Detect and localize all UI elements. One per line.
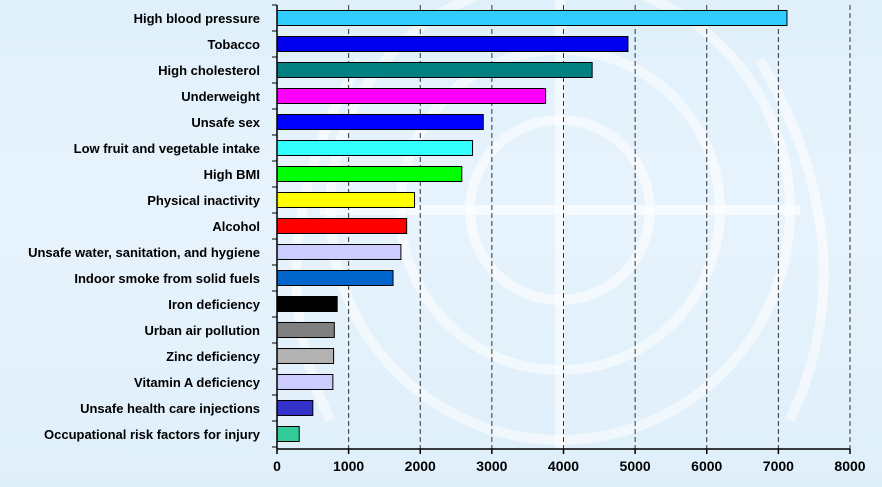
x-tick-label-3000: 3000 <box>476 458 507 474</box>
grid-lines <box>348 5 851 449</box>
category-label-2: Tobacco <box>208 37 261 52</box>
category-label-17: Occupational risk factors for injury <box>44 427 261 442</box>
category-label-4: Underweight <box>181 89 260 104</box>
category-label-10: Unsafe water, sanitation, and hygiene <box>28 245 260 260</box>
category-label-11: Indoor smoke from solid fuels <box>74 271 260 286</box>
bar-7 <box>276 166 463 182</box>
tick-labels: 0 1000 2000 3000 4000 5000 6000 7000 8000 <box>273 458 866 474</box>
bar-6 <box>276 140 474 156</box>
category-label-13: Urban air pollution <box>144 323 260 338</box>
bar-15 <box>276 374 334 390</box>
category-label-5: Unsafe sex <box>191 115 260 130</box>
category-label-15: Vitamin A deficiency <box>134 375 261 390</box>
category-label-6: Low fruit and vegetable intake <box>74 141 260 156</box>
bar-8 <box>276 192 416 208</box>
bar-4 <box>276 88 547 104</box>
category-label-1: High blood pressure <box>134 11 260 26</box>
bar-9 <box>276 218 408 234</box>
bar-16 <box>276 400 314 416</box>
bar-1 <box>276 10 788 26</box>
bar-11 <box>276 270 394 286</box>
bar-2 <box>276 36 629 52</box>
x-tick-label-2000: 2000 <box>405 458 436 474</box>
category-label-16: Unsafe health care injections <box>80 401 260 416</box>
bars <box>276 10 788 442</box>
x-tick-label-6000: 6000 <box>691 458 722 474</box>
bar-14 <box>276 348 335 364</box>
category-labels: High blood pressure Tobacco High cholester… <box>28 11 261 442</box>
x-tick-label-0: 0 <box>273 458 281 474</box>
bar-3 <box>276 62 593 78</box>
category-label-12: Iron deficiency <box>168 297 261 312</box>
bar-17 <box>276 426 300 442</box>
x-tick-label-7000: 7000 <box>763 458 794 474</box>
bar-13 <box>276 322 335 338</box>
category-label-8: Physical inactivity <box>147 193 260 208</box>
bar-10 <box>276 244 402 260</box>
bar-12 <box>276 296 338 312</box>
x-tick-label-5000: 5000 <box>620 458 651 474</box>
x-tick-label-8000: 8000 <box>834 458 865 474</box>
category-label-7: High BMI <box>204 167 260 182</box>
category-label-14: Zinc deficiency <box>166 349 261 364</box>
x-tick-label-1000: 1000 <box>333 458 364 474</box>
category-label-3: High cholesterol <box>158 63 260 78</box>
category-label-9: Alcohol <box>212 219 260 234</box>
axes <box>272 4 851 454</box>
bar-5 <box>276 114 484 130</box>
x-tick-label-4000: 4000 <box>548 458 579 474</box>
